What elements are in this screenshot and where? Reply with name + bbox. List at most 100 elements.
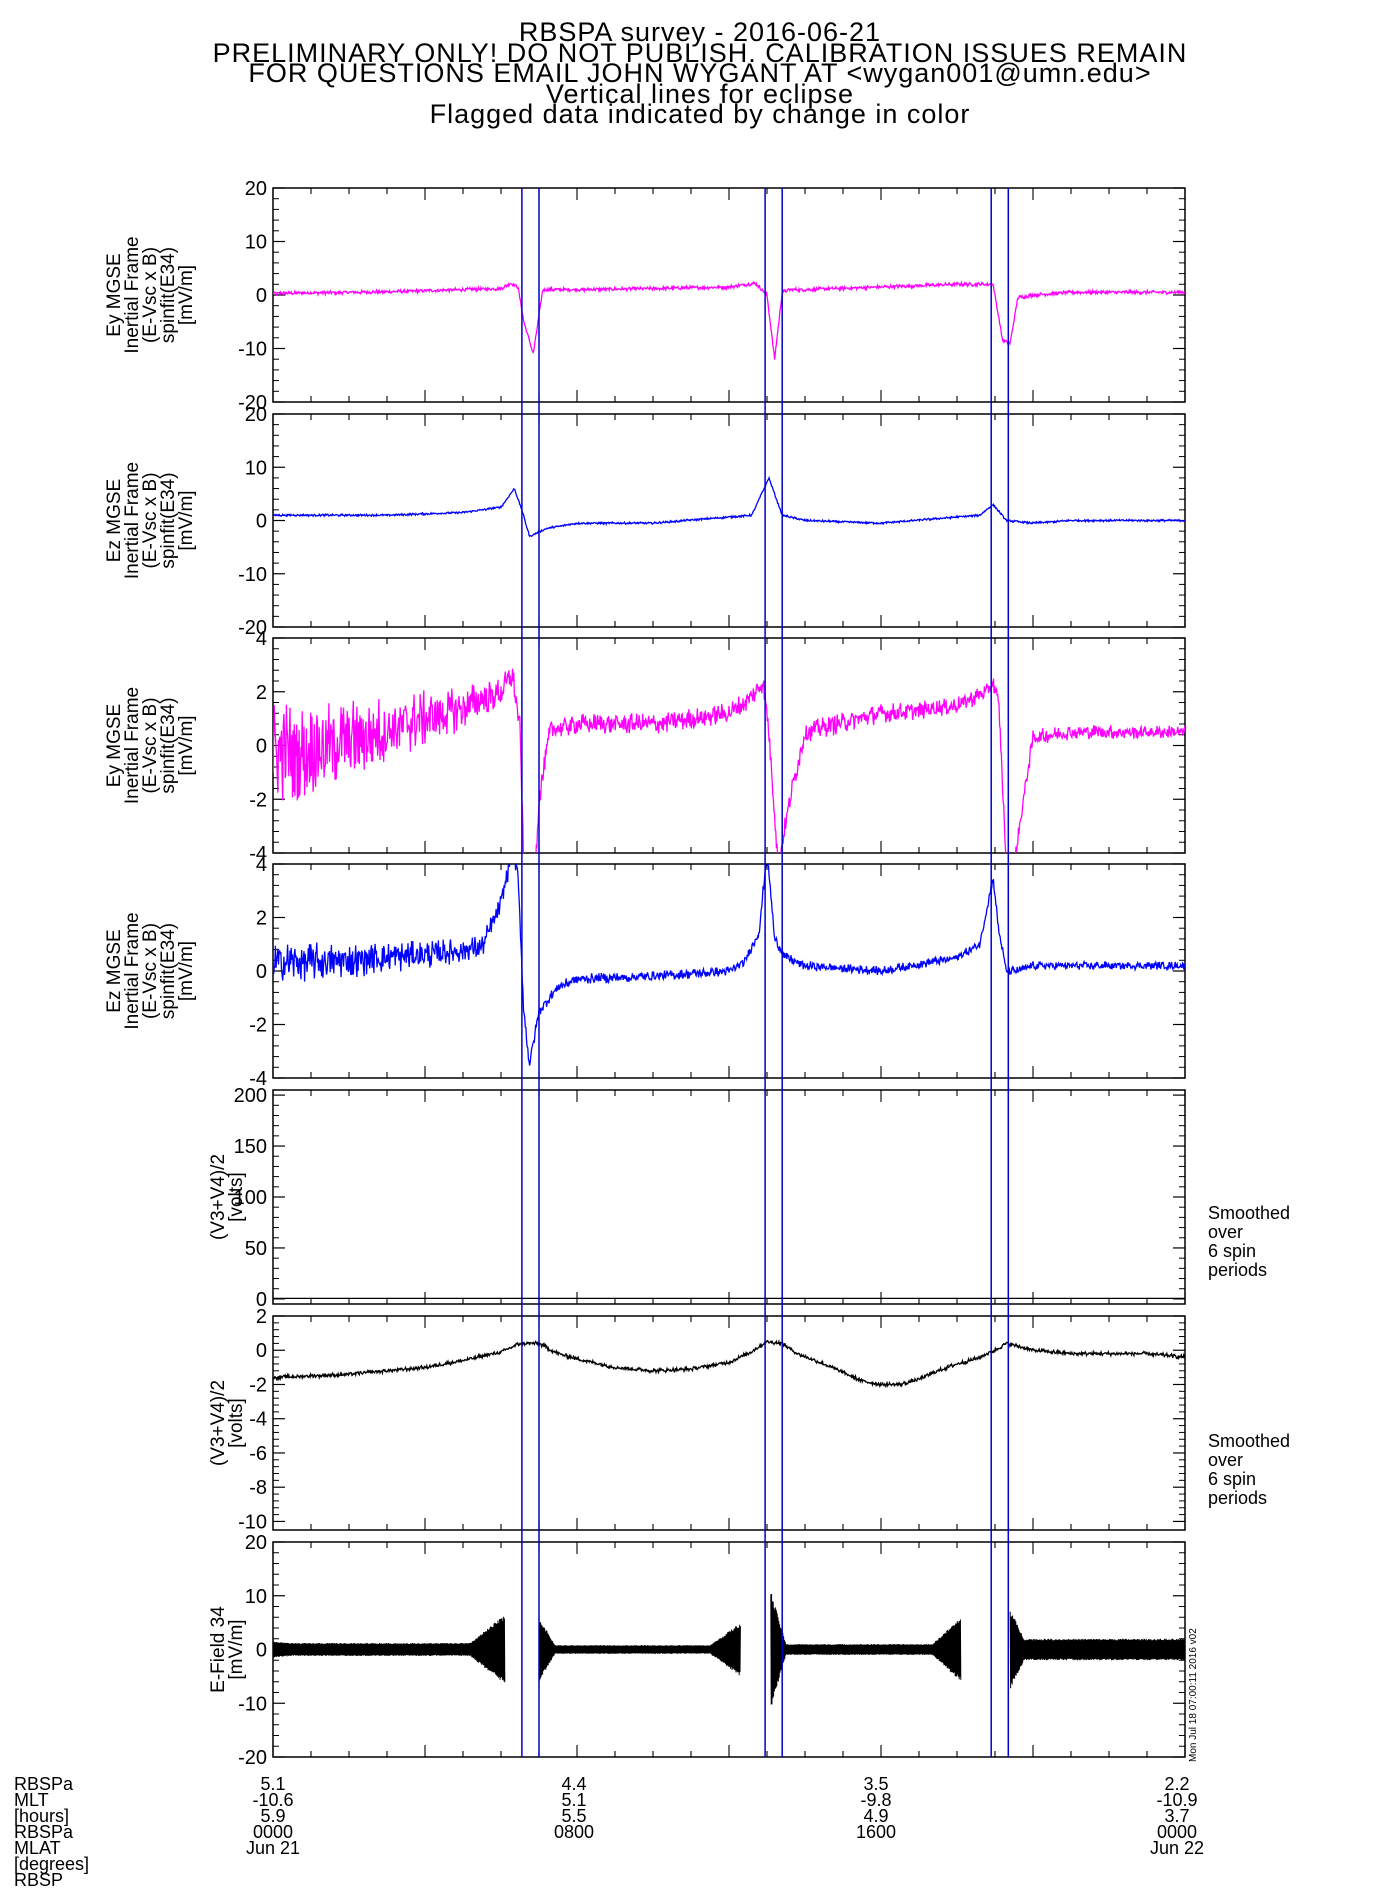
y-tick-label: 0: [256, 285, 267, 307]
y-tick-label: -10: [238, 564, 267, 586]
side-note-line: over: [1208, 1450, 1244, 1470]
y-axis-label: Ez MGSE: [104, 479, 125, 562]
footer-column-0000: 5.1 -10.6 5.9 0000 Jun 21: [213, 1774, 333, 1858]
y-tick-label: 10: [245, 232, 267, 254]
series-line: [273, 280, 1185, 360]
y-axis-label: Inertial Frame: [122, 912, 143, 1029]
footer-column-0800: 4.4 5.1 5.5 0800: [514, 1774, 634, 1841]
y-tick-label: 2: [256, 682, 267, 704]
y-axis-label: Ey MGSE: [104, 253, 125, 336]
footer-value: -9.8: [860, 1790, 892, 1810]
y-tick-label: 150: [234, 1136, 267, 1158]
y-tick-label: 20: [245, 178, 267, 200]
side-note-line: periods: [1208, 1260, 1268, 1280]
footer-column-2400: 2.2 -10.9 3.7 0000 Jun 22: [1117, 1774, 1237, 1858]
y-tick-label: -10: [238, 1511, 267, 1533]
y-axis-label: (V3+V4)/2: [208, 1380, 229, 1466]
y-axis-label: spinfit(E34): [158, 697, 179, 793]
footer-row-label: RBSP: [14, 1870, 64, 1890]
panel-frame: [272, 1315, 1186, 1531]
y-axis-label: spinfit(E34): [158, 247, 179, 343]
y-tick-label: 10: [245, 1586, 267, 1608]
footer-value: 1600: [855, 1822, 897, 1842]
footer-row-label: MLAT: [14, 1838, 61, 1858]
footer-value: Jun 22: [1149, 1838, 1205, 1858]
y-tick-label: -2: [249, 1015, 267, 1037]
y-tick-label: -10: [238, 1693, 267, 1715]
side-note-line: Smoothed: [1208, 1203, 1291, 1223]
y-tick-label: -2: [249, 1374, 267, 1396]
footer-value: -10.6: [252, 1790, 294, 1810]
panel-frame: [272, 413, 1186, 628]
y-axis-label: spinfit(E34): [158, 923, 179, 1019]
footer-value: 0000: [252, 1822, 294, 1842]
side-note-line: Smoothed: [1208, 1431, 1291, 1451]
footer-value: 4.9: [863, 1806, 889, 1826]
title-line-4: Vertical lines for eclipse: [545, 78, 855, 109]
series-line: [770, 1593, 962, 1705]
footer-value: 0000: [1156, 1822, 1198, 1842]
title-line-3: FOR QUESTIONS EMAIL JOHN WYGANT AT <wyga…: [248, 58, 1152, 88]
y-tick-label: 200: [234, 1085, 267, 1107]
y-tick-label: -10: [238, 339, 267, 361]
footer-value: 3.5: [863, 1774, 889, 1794]
y-tick-label: 0: [256, 1640, 267, 1662]
side-note-line: 6 spin: [1208, 1469, 1257, 1489]
y-axis-label: Inertial Frame: [122, 687, 143, 804]
y-tick-label: 4: [256, 628, 267, 650]
y-tick-label: 100: [234, 1187, 267, 1209]
footer-row-labels: RBSPa MLT [hours] RBSPa MLAT [degrees] R…: [14, 1774, 89, 1890]
y-axis-label: [mV/m]: [176, 941, 197, 1001]
version-stamp: Mon Jul 18 07:00:11 2016 v02: [1188, 1628, 1199, 1762]
series-line: [273, 1616, 506, 1683]
y-axis-label: [volts]: [226, 1398, 247, 1448]
footer-column-1600: 3.5 -9.8 4.9 1600: [816, 1774, 936, 1842]
y-tick-label: -20: [238, 1747, 267, 1769]
y-axis-label: [mV/m]: [176, 490, 197, 550]
y-tick-label: 50: [245, 1238, 267, 1260]
side-note-line: over: [1208, 1222, 1244, 1242]
title-line-2: PRELIMINARY ONLY! DO NOT PUBLISH. CALIBR…: [212, 37, 1188, 68]
series-line: [273, 1339, 1185, 1389]
y-tick-label: -8: [249, 1477, 267, 1499]
y-axis-label: (V3+V4)/2: [208, 1154, 229, 1240]
y-tick-label: 2: [256, 1306, 267, 1328]
footer-value: -10.9: [1156, 1790, 1198, 1810]
y-axis-label: (E-Vsc x B): [140, 247, 161, 343]
footer-value: 5.9: [260, 1806, 286, 1826]
y-tick-label: 0: [256, 1340, 267, 1362]
y-tick-label: 10: [245, 457, 267, 479]
y-tick-label: -4: [249, 1068, 267, 1090]
footer-value: 5.1: [561, 1790, 587, 1810]
side-note-line: 6 spin: [1208, 1241, 1257, 1261]
series-line: [538, 1619, 741, 1681]
title-line-5: Flagged data indicated by change in colo…: [429, 99, 971, 129]
footer-value: 2.2: [1164, 1774, 1190, 1794]
y-axis-label: Inertial Frame: [122, 236, 143, 353]
y-tick-label: 0: [256, 736, 267, 758]
y-axis-label: E-Field 34: [208, 1606, 229, 1693]
y-tick-label: 0: [256, 511, 267, 533]
footer-value: Jun 21: [245, 1838, 301, 1858]
y-axis-label: [volts]: [226, 1172, 247, 1222]
title-line-1: RBSPA survey - 2016-06-21: [518, 17, 882, 47]
y-axis-label: Ey MGSE: [104, 704, 125, 787]
footer-value: 5.5: [561, 1806, 587, 1826]
series-line: [273, 668, 1185, 853]
y-tick-label: 4: [256, 854, 267, 876]
footer-value: 5.1: [260, 1774, 286, 1794]
side-note-panel5: Smoothed over 6 spin periods: [1208, 1204, 1290, 1280]
footer-row-label: RBSPa: [14, 1774, 74, 1794]
footer-value: 4.4: [561, 1774, 587, 1794]
series-line: [1009, 1611, 1185, 1689]
y-tick-label: 20: [245, 404, 267, 426]
y-axis-label: [mV/m]: [176, 265, 197, 325]
y-axis-label: spinfit(E34): [158, 472, 179, 568]
y-tick-label: 20: [245, 1532, 267, 1554]
y-tick-label: 0: [256, 1289, 267, 1311]
series-line: [273, 475, 1185, 538]
footer-row-label: [hours]: [14, 1806, 70, 1826]
y-tick-label: -2: [249, 789, 267, 811]
y-axis-label: Ez MGSE: [104, 929, 125, 1012]
